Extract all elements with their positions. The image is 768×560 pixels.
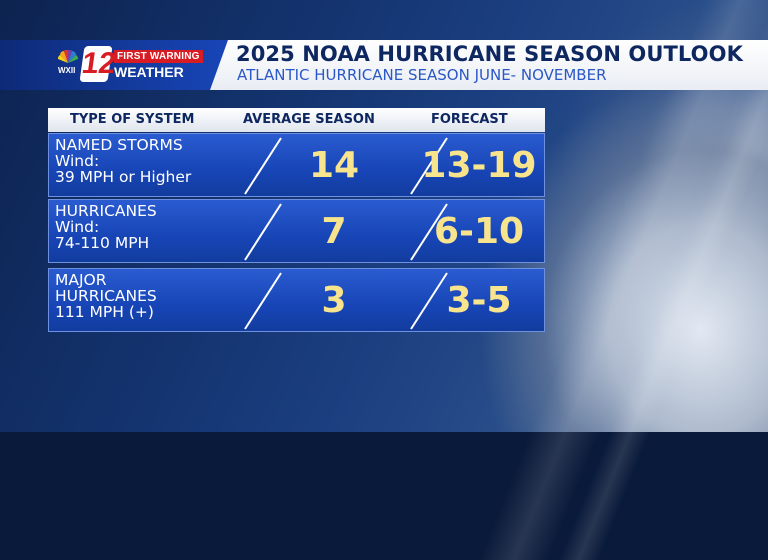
table-row: NAMED STORMS Wind: 39 MPH or Higher 14 1… [48, 133, 545, 197]
forecast-value: 13-19 [421, 145, 537, 186]
average-value: 3 [321, 280, 347, 321]
network-label: WXII [58, 66, 76, 75]
average-value: 14 [308, 145, 360, 186]
column-header-average: AVERAGE SEASON [243, 112, 375, 127]
table-row: MAJOR HURRICANES 111 MPH (+) 3 3-5 [48, 268, 545, 332]
first-warning-tag: FIRST WARNING [114, 50, 203, 63]
weather-tag: WEATHER [114, 64, 184, 80]
channel-number: 12 [79, 46, 118, 82]
row-label: HURRICANES Wind: 74-110 MPH [55, 202, 157, 252]
row-label: MAJOR HURRICANES 111 MPH (+) [55, 271, 157, 321]
station-logo: WXII 12 FIRST WARNING WEATHER [58, 46, 208, 84]
column-header-type: TYPE OF SYSTEM [70, 112, 195, 127]
row-dividers [244, 203, 448, 261]
forecast-value: 3-5 [446, 280, 512, 321]
header-title-panel [210, 40, 768, 90]
row-dividers [244, 137, 448, 195]
page-subtitle: ATLANTIC HURRICANE SEASON JUNE- NOVEMBER [237, 66, 607, 84]
table-row: HURRICANES Wind: 74-110 MPH 7 6-10 [48, 199, 545, 263]
peacock-icon [58, 50, 78, 63]
forecast-value: 6-10 [433, 211, 525, 252]
average-value: 7 [321, 211, 347, 252]
row-label: NAMED STORMS Wind: 39 MPH or Higher [55, 136, 192, 186]
page-title: 2025 NOAA HURRICANE SEASON OUTLOOK [236, 42, 743, 66]
row-dividers [244, 272, 448, 330]
table-header: TYPE OF SYSTEM AVERAGE SEASON FORECAST [48, 108, 545, 132]
column-header-forecast: FORECAST [431, 112, 508, 127]
